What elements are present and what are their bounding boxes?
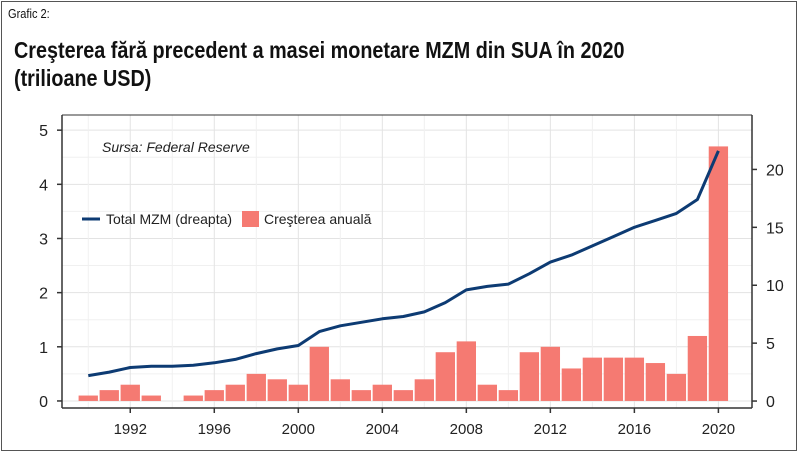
bar-1991 — [99, 390, 119, 401]
bar-1990 — [78, 395, 98, 401]
bar-2020 — [708, 146, 729, 401]
bar-2019 — [687, 335, 708, 401]
y-left-tick-label: 5 — [39, 123, 48, 140]
bar-1993 — [141, 395, 161, 401]
legend: Total MZM (dreapta) Creşterea anuală — [82, 211, 372, 227]
bar-2011 — [519, 352, 540, 401]
y-left-tick-label: 2 — [39, 286, 48, 303]
bar-2006 — [414, 379, 434, 401]
legend-label-annual-growth: Creşterea anuală — [264, 211, 372, 227]
legend-label-total-mzm: Total MZM (dreapta) — [106, 211, 232, 227]
x-tick-label: 1996 — [198, 421, 231, 438]
x-tick-label: 2008 — [450, 421, 483, 438]
figure-caption: Grafic 2: — [8, 6, 50, 21]
bar-2007 — [435, 352, 455, 401]
bar-2018 — [666, 373, 687, 401]
bar-2015 — [603, 357, 624, 401]
x-tick-label: 2016 — [618, 421, 651, 438]
x-tick-label: 1992 — [114, 421, 147, 438]
line-series — [88, 150, 720, 378]
tick-labels: 0 1 2 3 4 5 0 5 10 15 20 1992 1996 2000 2004 2008 2012 20… — [39, 123, 784, 438]
x-tick-label: 2020 — [702, 421, 735, 438]
bar-1992 — [120, 384, 140, 401]
chart-title-line-2: (trilioane USD) — [14, 65, 152, 91]
chart-title: Creşterea fără precedent a masei monetar… — [14, 36, 624, 92]
bar-1998 — [246, 373, 266, 401]
bar-2008 — [456, 341, 476, 401]
bar-2004 — [372, 384, 392, 401]
x-tick-label: 2012 — [534, 421, 567, 438]
y-left-tick-label: 1 — [39, 340, 48, 357]
bar-1997 — [225, 384, 245, 401]
y-left-tick-label: 3 — [39, 231, 48, 248]
bar-2005 — [393, 390, 413, 401]
bar-2000 — [288, 384, 308, 401]
axes — [57, 114, 757, 413]
bar-1996 — [204, 390, 224, 401]
source-note: Sursa: Federal Reserve — [102, 139, 250, 155]
x-tick-label: 2000 — [282, 421, 315, 438]
y-left-tick-label: 0 — [39, 394, 48, 411]
bar-2012 — [540, 346, 561, 401]
bar-2014 — [582, 357, 603, 401]
y-right-tick-label: 20 — [766, 162, 784, 179]
total-mzm-line — [88, 150, 720, 378]
bar-2013 — [561, 368, 582, 401]
y-right-tick-label: 5 — [766, 336, 775, 353]
bar-series — [78, 146, 729, 401]
bar-2017 — [645, 363, 666, 401]
bar-1995 — [183, 395, 203, 401]
bar-2016 — [624, 357, 645, 401]
y-right-tick-label: 0 — [766, 394, 775, 411]
y-right-tick-label: 15 — [766, 220, 784, 237]
x-tick-label: 2004 — [366, 421, 399, 438]
legend-bar-swatch — [242, 211, 259, 227]
bar-1999 — [267, 379, 287, 401]
chart-title-line-1: Creşterea fără precedent a masei monetar… — [14, 37, 625, 63]
bar-2001 — [309, 346, 329, 401]
y-left-tick-label: 4 — [39, 177, 48, 194]
bar-2009 — [477, 384, 498, 401]
y-right-tick-label: 10 — [766, 278, 784, 295]
bar-2010 — [498, 390, 519, 401]
bar-2003 — [351, 390, 371, 401]
bar-2002 — [330, 379, 350, 401]
